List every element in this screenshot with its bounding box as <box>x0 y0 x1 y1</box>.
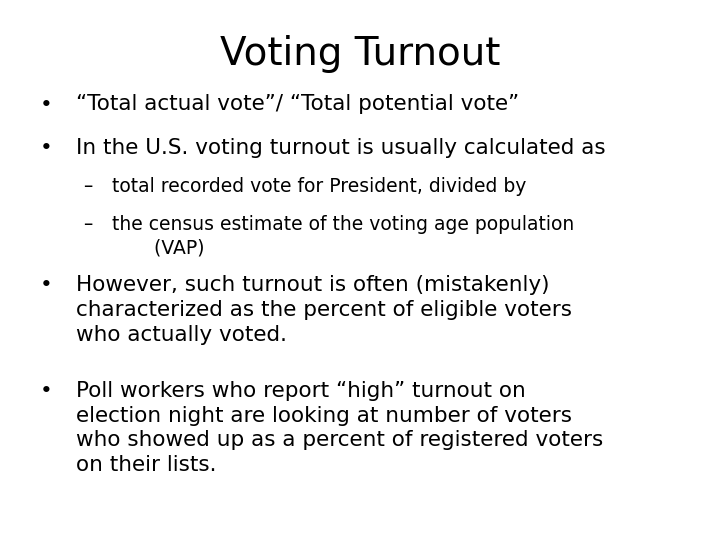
Text: “Total actual vote”/ “Total potential vote”: “Total actual vote”/ “Total potential vo… <box>76 94 518 114</box>
Text: •: • <box>40 381 53 401</box>
Text: total recorded vote for President, divided by: total recorded vote for President, divid… <box>112 177 526 196</box>
Text: Voting Turnout: Voting Turnout <box>220 35 500 73</box>
Text: However, such turnout is often (mistakenly)
characterized as the percent of elig: However, such turnout is often (mistaken… <box>76 275 572 345</box>
Text: Poll workers who report “high” turnout on
election night are looking at number o: Poll workers who report “high” turnout o… <box>76 381 603 475</box>
Text: –: – <box>83 177 92 196</box>
Text: –: – <box>83 215 92 234</box>
Text: •: • <box>40 275 53 295</box>
Text: In the U.S. voting turnout is usually calculated as: In the U.S. voting turnout is usually ca… <box>76 138 606 158</box>
Text: •: • <box>40 94 53 114</box>
Text: •: • <box>40 138 53 158</box>
Text: the census estimate of the voting age population
       (VAP): the census estimate of the voting age po… <box>112 215 574 258</box>
